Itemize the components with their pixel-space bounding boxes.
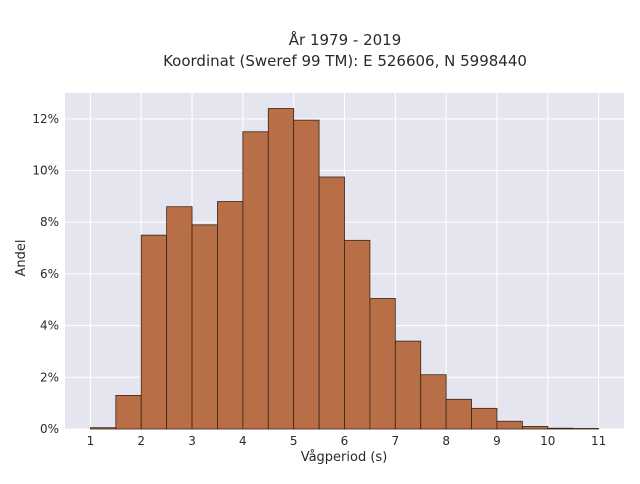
x-tick-label: 1 (87, 434, 95, 448)
y-tick-label: 0% (40, 422, 59, 436)
histogram-bar (521, 426, 549, 430)
y-axis-label: Andel (14, 240, 29, 277)
histogram-bar (394, 340, 422, 430)
histogram-bar (293, 119, 320, 430)
histogram-bar (445, 398, 472, 430)
y-tick-label: 6% (40, 267, 59, 281)
histogram-bar (140, 234, 168, 430)
x-tick-label: 3 (188, 434, 196, 448)
histogram-bar (166, 206, 193, 430)
x-tick-label: 7 (391, 434, 399, 448)
chart-title-line-1: År 1979 - 2019 (289, 30, 402, 49)
x-tick-label: 5 (290, 434, 298, 448)
x-tick-label: 6 (341, 434, 349, 448)
x-tick-label: 10 (540, 434, 555, 448)
histogram-bar (217, 201, 244, 430)
bars (90, 108, 599, 430)
histogram-bar (572, 428, 599, 430)
histogram-bar (242, 131, 269, 430)
y-tick-label: 2% (40, 370, 59, 384)
x-tick-label: 8 (442, 434, 450, 448)
chart-title-line-2: Koordinat (Sweref 99 TM): E 526606, N 59… (163, 52, 527, 70)
y-tick-label: 4% (40, 319, 59, 333)
histogram-bar (191, 224, 218, 430)
histogram-bar (547, 427, 574, 430)
x-tick-label: 11 (591, 434, 606, 448)
x-axis-ticks: 1 2 3 4 5 6 7 8 9 10 11 (87, 434, 607, 448)
y-tick-label: 10% (32, 164, 59, 178)
histogram-bar (115, 394, 142, 430)
x-tick-label: 9 (493, 434, 501, 448)
histogram-bar (90, 427, 117, 430)
histogram-bar (496, 420, 523, 430)
y-tick-label: 12% (32, 112, 59, 126)
x-axis-label: Vågperiod (s) (301, 450, 388, 465)
x-tick-label: 2 (137, 434, 145, 448)
histogram-bar (318, 176, 345, 430)
y-tick-label: 8% (40, 215, 59, 229)
histogram-bar (369, 298, 396, 430)
y-axis-ticks: 0% 2% 4% 6% 8% 10% 12% (32, 112, 59, 436)
histogram-bar (267, 108, 295, 430)
histogram-bar (420, 374, 447, 430)
histogram-bar (344, 239, 371, 430)
x-tick-label: 4 (239, 434, 247, 448)
histogram-bar (471, 407, 498, 430)
